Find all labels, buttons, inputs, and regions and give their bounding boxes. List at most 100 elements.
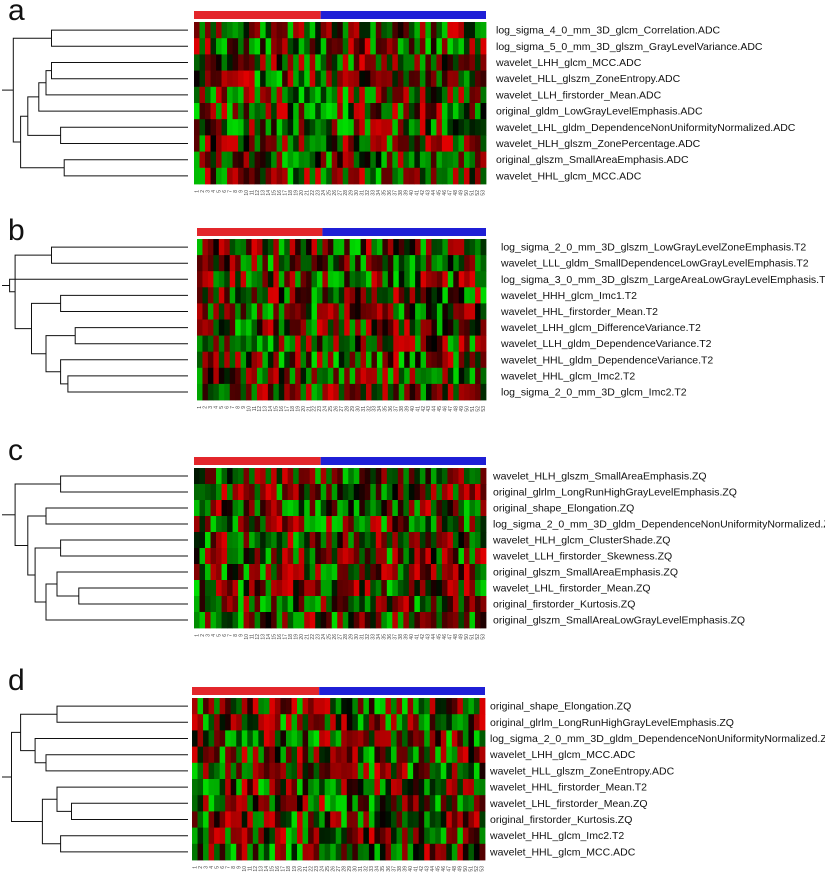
heatmap-cell xyxy=(414,38,421,55)
heatmap-cell xyxy=(243,516,250,533)
heatmap-cell xyxy=(469,612,476,629)
heatmap-cell xyxy=(425,612,432,629)
heatmap-cell xyxy=(381,564,388,581)
heatmap-cell xyxy=(203,714,209,731)
heatmap-cell xyxy=(236,827,243,845)
heatmap-cell xyxy=(480,54,487,71)
row-label: wavelet_LLH_firstorder_Mean.ADC xyxy=(495,89,662,101)
heatmap-cell xyxy=(208,843,215,861)
heatmap-cell xyxy=(337,167,344,185)
heatmap-cell xyxy=(469,287,476,304)
heatmap-cell xyxy=(359,119,366,136)
heatmap-cell xyxy=(441,103,448,120)
heatmap-cell xyxy=(203,762,209,780)
heatmap-cell xyxy=(424,746,431,764)
heatmap-cell xyxy=(274,779,281,796)
heatmap-cell xyxy=(287,532,294,549)
heatmap-cell xyxy=(331,54,338,71)
heatmap-cell xyxy=(316,239,323,256)
heatmap-cell xyxy=(306,255,312,272)
heatmap-cell xyxy=(207,351,214,369)
heatmap-cell xyxy=(436,38,443,55)
heatmap-cell xyxy=(252,762,259,780)
heatmap-cell xyxy=(243,564,250,581)
heatmap-cell xyxy=(311,239,318,256)
heatmap-cell xyxy=(337,564,344,581)
heatmap-cell xyxy=(480,151,487,169)
heatmap-cell xyxy=(304,38,311,55)
heatmap-cell xyxy=(210,580,217,597)
heatmap-cell xyxy=(210,612,217,629)
column-label: 3 xyxy=(205,190,211,193)
heatmap-cell xyxy=(265,516,272,533)
heatmap-cell xyxy=(431,271,438,288)
heatmap-cell xyxy=(227,564,233,581)
heatmap-cell xyxy=(469,596,476,613)
heatmap-cell xyxy=(241,730,248,747)
heatmap-cell xyxy=(425,38,432,55)
heatmap-cell xyxy=(360,271,367,288)
heatmap-cell xyxy=(229,335,236,353)
heatmap-cell xyxy=(364,532,371,549)
heatmap-cell xyxy=(404,383,411,401)
row-label: original_glszm_SmallAreaEmphasis.ZQ xyxy=(493,567,678,579)
heatmap-cell xyxy=(392,484,399,501)
heatmap-cell xyxy=(276,22,283,39)
heatmap-cell xyxy=(238,70,244,88)
heatmap-cell xyxy=(381,38,388,55)
heatmap-cell xyxy=(368,714,375,731)
column-label: 15 xyxy=(271,190,277,196)
heatmap-cell xyxy=(232,167,239,185)
heatmap-cell xyxy=(260,516,267,533)
heatmap-cell xyxy=(342,151,349,169)
heatmap-cell xyxy=(309,86,316,104)
heatmap-cell xyxy=(258,714,265,731)
heatmap-cell xyxy=(431,383,438,401)
heatmap-cell xyxy=(363,698,370,715)
heatmap-cell xyxy=(375,86,382,104)
heatmap-cell xyxy=(309,22,316,39)
heatmap-cell xyxy=(271,484,278,501)
heatmap-cell xyxy=(251,319,258,336)
dendrogram-branch xyxy=(45,70,188,96)
column-label: 33 xyxy=(371,190,377,196)
heatmap-cell xyxy=(436,271,443,288)
heatmap-cell xyxy=(265,38,272,55)
heatmap-cell xyxy=(300,335,307,353)
heatmap-cell xyxy=(221,103,228,120)
heatmap-cell xyxy=(240,255,247,272)
heatmap-cell xyxy=(235,239,242,256)
column-label: 5 xyxy=(216,634,222,637)
column-label: 41 xyxy=(415,634,421,640)
heatmap-cell xyxy=(287,54,294,71)
heatmap-cell xyxy=(256,367,263,385)
heatmap-cell xyxy=(447,367,454,385)
heatmap-cell xyxy=(276,532,283,549)
heatmap-cell xyxy=(469,335,476,353)
heatmap-cell xyxy=(430,54,437,71)
heatmap-cell xyxy=(216,119,222,136)
heatmap-cell xyxy=(306,351,312,369)
heatmap-cell xyxy=(364,548,371,565)
column-label: 9 xyxy=(237,866,243,869)
heatmap-cell xyxy=(194,151,200,169)
dendrogram-branch xyxy=(51,246,188,264)
column-label: 16 xyxy=(277,190,283,196)
heatmap-cell xyxy=(366,335,372,353)
column-label: 14 xyxy=(266,634,272,640)
heatmap-cell xyxy=(426,367,432,385)
heatmap-cell xyxy=(335,843,342,861)
heatmap-cell xyxy=(265,103,272,120)
heatmap-cell xyxy=(221,135,228,152)
heatmap-cell xyxy=(408,468,415,485)
heatmap-cell xyxy=(413,779,420,796)
heatmap-cell xyxy=(207,367,214,385)
heatmap-cell xyxy=(366,319,372,336)
heatmap-cell xyxy=(315,135,322,152)
heatmap-cell xyxy=(436,287,443,304)
heatmap-cell xyxy=(335,714,342,731)
heatmap-cell xyxy=(430,580,437,597)
heatmap-cell xyxy=(371,351,378,369)
heatmap-cell xyxy=(441,532,448,549)
heatmap-cell xyxy=(463,38,470,55)
